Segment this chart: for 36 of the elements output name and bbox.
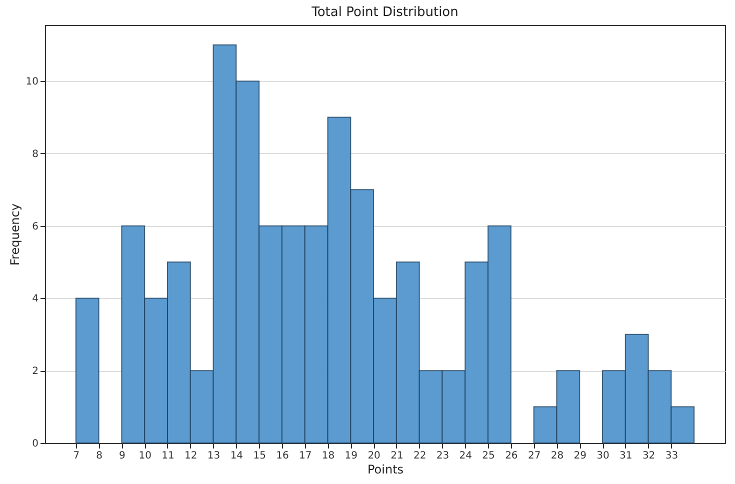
x-axis-title: Points: [367, 462, 404, 476]
x-tick-label: 19: [344, 450, 358, 462]
x-tick-label: 11: [162, 450, 174, 462]
y-tick-label: 6: [32, 221, 38, 232]
y-tick-label: 8: [32, 148, 38, 160]
x-tick-label: 13: [207, 450, 220, 462]
x-tick-label: 8: [96, 450, 102, 462]
x-tick-label: 18: [322, 450, 335, 462]
x-tick-label: 16: [276, 450, 289, 462]
x-tick-label: 9: [119, 450, 126, 462]
x-tick-label: 31: [620, 450, 632, 462]
y-tick-label: 0: [32, 438, 38, 450]
x-tick-label: 33: [665, 450, 678, 462]
x-tick-label: 32: [642, 450, 656, 462]
chart-title: Total Point Distribution: [310, 5, 458, 20]
x-tick-label: 28: [550, 450, 564, 462]
x-tick-label: 14: [230, 450, 244, 462]
x-tick-label: 24: [459, 450, 472, 462]
x-tick-label: 27: [528, 450, 541, 462]
x-tick-label: 15: [253, 450, 266, 462]
y-tick-label: 4: [32, 294, 38, 305]
x-tick-label: 25: [482, 450, 495, 462]
x-tick-label: 22: [413, 450, 426, 462]
x-tick-label: 17: [299, 450, 312, 462]
x-tick-label: 23: [436, 450, 450, 462]
y-tick-label: 2: [32, 366, 38, 378]
x-tick-label: 10: [138, 450, 152, 462]
x-tick-label: 29: [574, 450, 586, 462]
y-tick-label: 10: [26, 76, 38, 88]
x-tick-label: 7: [73, 450, 80, 462]
x-tick-label: 20: [368, 450, 380, 462]
y-axis-title: Frequency: [8, 204, 22, 266]
x-tick-label: 21: [390, 450, 404, 462]
x-tick-label: 26: [505, 450, 518, 462]
x-tick-label: 30: [596, 450, 610, 462]
x-tick-label: 12: [184, 450, 198, 462]
